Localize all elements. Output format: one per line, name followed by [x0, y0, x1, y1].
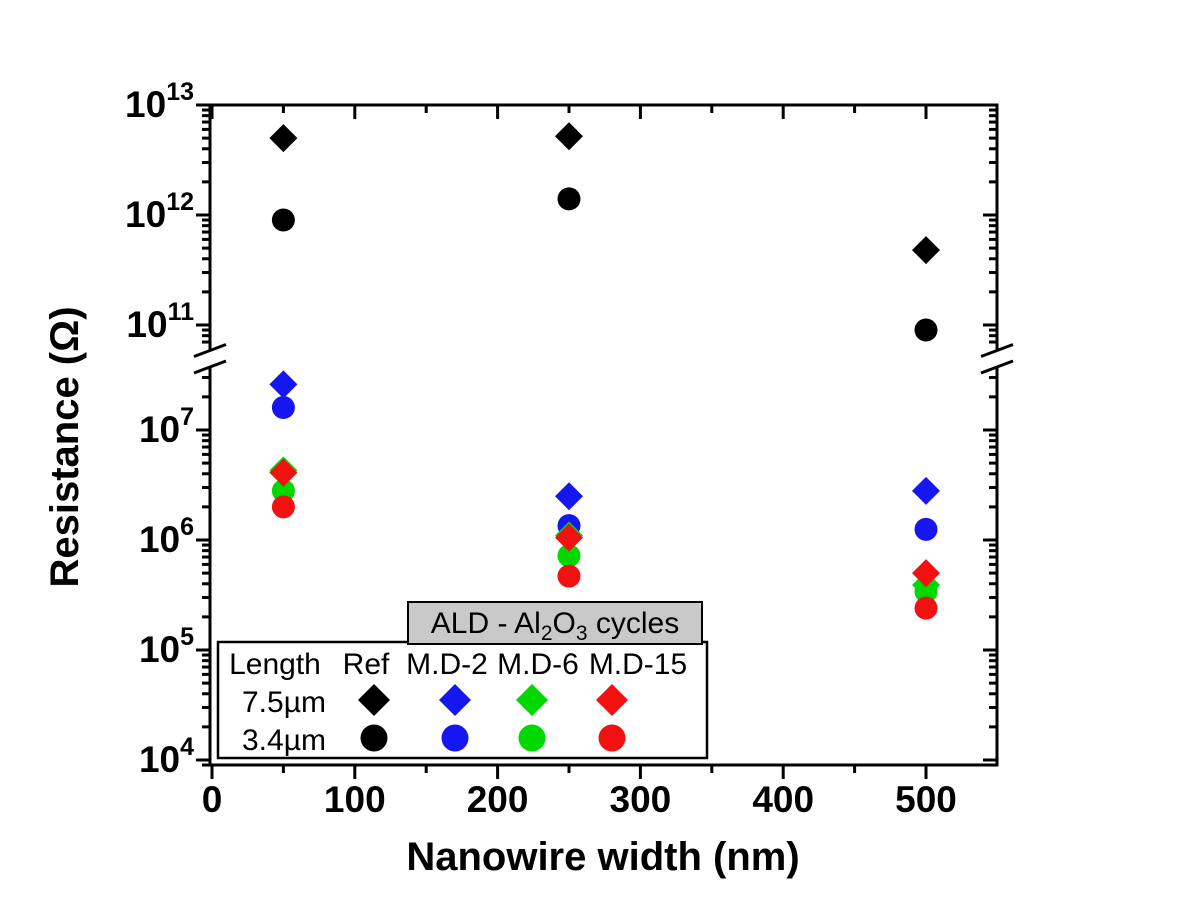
y-tick-label-base-e4: 10: [139, 739, 180, 780]
y-tick-label-exp-e6: 6: [180, 513, 194, 541]
legend-title-part-0: ALD - Al: [431, 607, 541, 640]
y-axis-title: Resistance (Ω): [43, 306, 87, 587]
legend-title-part-3: 3: [576, 622, 588, 645]
legend-title-part-4: cycles: [588, 607, 680, 640]
y-tick-label-base-e13: 10: [125, 84, 166, 125]
point-m-d-2-7-5-m-250nm: [555, 482, 583, 511]
point-ref-7-5-m-500nm: [912, 236, 940, 265]
legend-marker-ref-7-5-m: [358, 684, 390, 716]
x-tick-label-100: 100: [324, 779, 386, 820]
y-tick-label-e4: 104: [139, 733, 194, 780]
y-tick-label-base-e5: 10: [139, 629, 180, 670]
x-tick-label-400: 400: [752, 779, 814, 820]
legend-row-label-7-5-m: 7.5µm: [242, 686, 326, 719]
point-m-d-15-7-5-m-250nm: [555, 523, 583, 552]
point-m-d-6-3-4-m-250nm: [557, 544, 581, 568]
legend-header-m-d-6: M.D-6: [497, 648, 579, 681]
point-m-d-15-3-4-m-50nm: [271, 495, 295, 519]
axis-break-gap-right: [990, 351, 1004, 366]
legend-title: ALD - Al2O3 cycles: [431, 607, 679, 645]
y-tick-label-e5: 105: [139, 623, 194, 670]
y-tick-label-base-e12: 10: [125, 194, 166, 235]
axis-break-slash-left-1: [193, 359, 227, 375]
y-tick-label-e12: 1012: [125, 188, 194, 235]
legend-marker-m-d-2-7-5-m: [439, 684, 471, 716]
x-tick-label-300: 300: [610, 779, 672, 820]
point-m-d-2-3-4-m-50nm: [271, 396, 295, 420]
point-m-d-15-7-5-m-50nm: [269, 458, 298, 487]
point-ref-7-5-m-250nm: [555, 122, 583, 151]
x-tick-label-0: 0: [202, 779, 223, 820]
axis-break-slash-left-0: [193, 343, 227, 358]
axis-break-slash-right-0: [980, 343, 1014, 358]
legend-header-length: Length: [229, 648, 321, 681]
y-tick-label-exp-e5: 5: [180, 623, 194, 651]
y-tick-label-exp-e7: 7: [180, 403, 194, 431]
y-tick-label-e6: 106: [139, 513, 194, 560]
point-ref-7-5-m-50nm: [269, 124, 298, 153]
legend-header-m-d-15: M.D-15: [589, 648, 687, 681]
axis-break-slash-right-1: [980, 359, 1014, 375]
legend-title-part-1: 2: [541, 622, 553, 645]
legend-marker-ref-3-4-m: [360, 724, 388, 752]
legend-header-m-d-2: M.D-2: [406, 648, 488, 681]
point-ref-3-4-m-50nm: [271, 208, 295, 232]
legend-marker-m-d-15-7-5-m: [596, 684, 628, 716]
x-tick-label-500: 500: [895, 779, 957, 820]
legend-title-box: [407, 601, 703, 645]
y-tick-label-exp-e11: 11: [168, 298, 195, 326]
axis-break-gap-left: [203, 351, 217, 366]
y-tick-label-e13: 1013: [125, 78, 194, 125]
x-axis-title: Nanowire width (nm): [406, 835, 799, 879]
legend-header-ref: Ref: [343, 648, 390, 681]
point-m-d-15-7-5-m-500nm: [912, 559, 940, 588]
y-tick-label-e7: 107: [139, 403, 194, 450]
x-tick-label-200: 200: [467, 779, 529, 820]
y-tick-label-e11: 1011: [126, 298, 194, 345]
point-m-d-6-3-4-m-500nm: [914, 580, 938, 604]
legend-marker-m-d-2-3-4-m: [441, 724, 469, 752]
point-m-d-2-3-4-m-500nm: [914, 517, 938, 541]
point-m-d-6-3-4-m-50nm: [271, 479, 295, 503]
y-tick-label-base-e11: 10: [126, 304, 167, 345]
point-m-d-15-3-4-m-250nm: [557, 564, 581, 588]
legend-title-part-2: O: [553, 607, 576, 640]
legend-marker-m-d-15-3-4-m: [598, 724, 626, 752]
legend-marker-m-d-6-7-5-m: [516, 684, 548, 716]
point-ref-3-4-m-250nm: [557, 187, 581, 211]
y-tick-label-base-e6: 10: [139, 519, 180, 560]
point-ref-3-4-m-500nm: [914, 318, 938, 342]
point-m-d-15-3-4-m-500nm: [914, 596, 938, 620]
y-tick-label-exp-e13: 13: [166, 78, 194, 106]
point-m-d-2-7-5-m-50nm: [269, 370, 298, 399]
y-tick-label-exp-e12: 12: [166, 188, 194, 216]
point-m-d-2-7-5-m-500nm: [912, 476, 940, 505]
y-tick-label-exp-e4: 4: [180, 733, 194, 761]
legend-row-label-3-4-m: 3.4µm: [242, 724, 326, 757]
legend-marker-m-d-6-3-4-m: [518, 724, 546, 752]
y-tick-label-base-e7: 10: [139, 409, 180, 450]
